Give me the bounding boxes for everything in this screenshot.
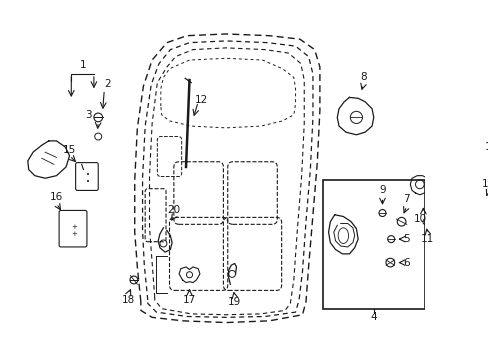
Text: 19: 19 (227, 297, 241, 307)
Text: 13: 13 (484, 142, 488, 152)
Text: 9: 9 (378, 185, 385, 195)
Text: 14: 14 (481, 179, 488, 189)
Text: 20: 20 (167, 206, 180, 215)
Text: •
•: • • (85, 172, 90, 185)
Text: 10: 10 (413, 214, 427, 224)
Text: 3: 3 (85, 110, 92, 120)
Text: 6: 6 (403, 258, 409, 267)
Text: 1: 1 (80, 60, 86, 70)
Text: 5: 5 (403, 234, 409, 244)
Text: 16: 16 (50, 192, 63, 202)
Bar (323, 180, 424, 309)
Text: +
+: + + (71, 224, 77, 237)
Text: 4: 4 (370, 312, 376, 322)
Text: 7: 7 (403, 194, 409, 204)
Text: 2: 2 (104, 79, 111, 89)
Text: 17: 17 (183, 295, 196, 305)
Text: 8: 8 (359, 72, 366, 82)
Text: 11: 11 (420, 234, 433, 244)
Text: 18: 18 (122, 295, 135, 305)
Text: 12: 12 (195, 95, 208, 105)
Text: 15: 15 (63, 145, 76, 154)
